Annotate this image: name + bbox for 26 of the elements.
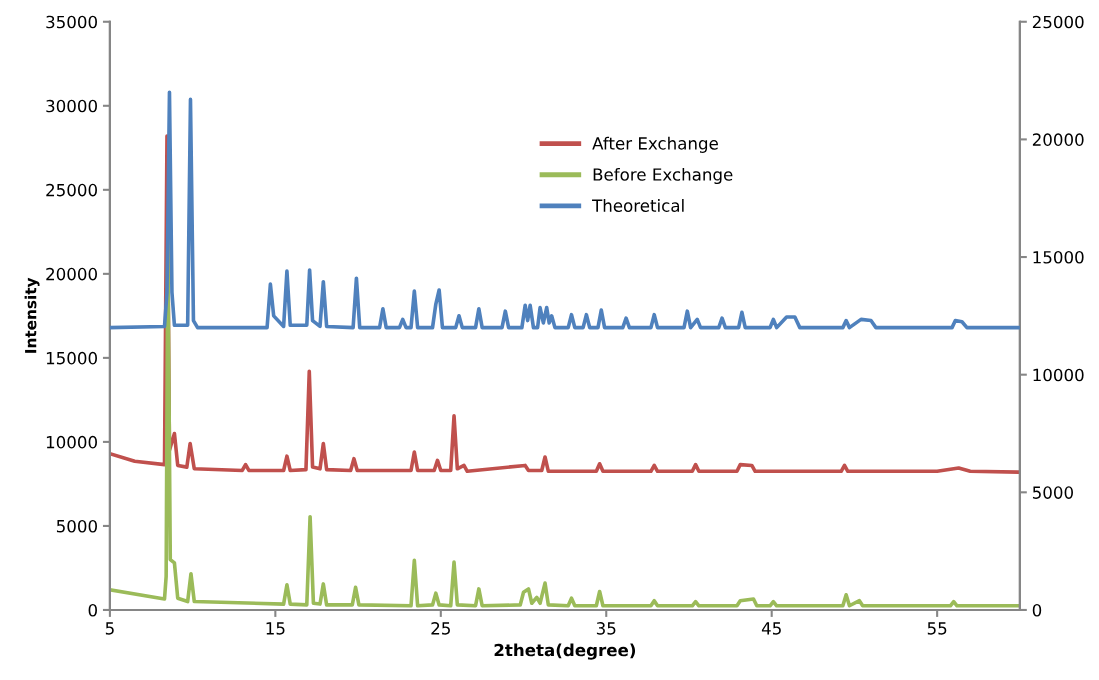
y2-tick-label: 15000 [1033, 251, 1084, 264]
x-tick-label: 5 [105, 622, 114, 635]
x-axis-title: 2theta(degree) [494, 643, 636, 660]
legend-label: Before Exchange [593, 167, 733, 185]
y2-tick-label: 5000 [1032, 486, 1073, 499]
y-tick-label: 0 [88, 603, 97, 617]
y-tick-label: 25000 [46, 183, 97, 197]
y-tick-label: 15000 [46, 351, 97, 365]
y-tick-label: 20000 [46, 267, 97, 281]
legend-label: After Exchange [592, 136, 718, 153]
y2-tick-label: 10000 [1033, 368, 1084, 382]
y2-tick-label: 20000 [1032, 133, 1084, 146]
y-tick-label: 10000 [46, 435, 97, 449]
y2-tick-label: 25000 [1032, 15, 1084, 29]
x-tick-label: 45 [761, 622, 781, 635]
y-tick-label: 5000 [56, 519, 97, 533]
y-axis-title: Intensity [24, 277, 40, 353]
y2-tick-label: 0 [1032, 603, 1042, 617]
x-tick-label: 15 [266, 622, 285, 635]
line-series [109, 90, 1020, 330]
x-tick-label: 35 [596, 622, 616, 635]
y-tick-label: 35000 [46, 15, 97, 29]
legend-label: Theoretical [592, 199, 684, 212]
x-tick-label: 55 [927, 622, 947, 635]
y-tick-label: 30000 [46, 99, 97, 113]
x-tick-label: 25 [431, 622, 450, 635]
